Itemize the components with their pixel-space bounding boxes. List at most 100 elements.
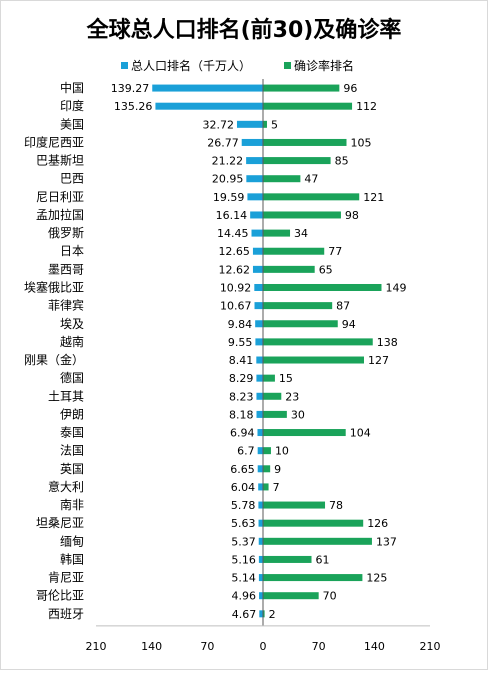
bar-rank	[263, 84, 340, 92]
bar-population	[257, 447, 263, 455]
data-label-rank: 10	[275, 445, 289, 458]
bar-population	[241, 138, 263, 146]
bar-population	[254, 302, 263, 310]
bar-population	[152, 84, 263, 92]
bar-population	[236, 120, 263, 128]
legend-swatch-population	[121, 62, 128, 69]
data-label-population: 8.23	[229, 390, 254, 403]
bar-rank	[263, 592, 319, 600]
category-label: 法国	[60, 444, 84, 458]
data-label-rank: 105	[351, 136, 372, 149]
data-label-population: 5.63	[231, 517, 256, 530]
data-label-rank: 149	[385, 281, 406, 294]
bar-population	[258, 555, 263, 563]
data-label-rank: 96	[343, 82, 357, 95]
category-label: 伊朗	[60, 407, 84, 421]
bar-rank	[263, 392, 282, 400]
data-label-population: 8.18	[229, 408, 254, 421]
bar-population	[251, 229, 263, 237]
bar-population	[258, 537, 263, 545]
category-label: 尼日利亚	[36, 190, 84, 204]
chart-title: 全球总人口排名(前30)及确诊率	[86, 17, 402, 43]
data-label-rank: 87	[336, 300, 350, 313]
bar-population	[259, 592, 263, 600]
x-tick-label: 0	[260, 640, 267, 653]
bar-rank	[263, 447, 271, 455]
data-label-rank: 65	[319, 263, 333, 276]
bar-rank	[263, 574, 363, 582]
data-label-rank: 126	[367, 517, 388, 530]
data-label-population: 5.16	[231, 553, 256, 566]
bar-population	[258, 501, 263, 509]
bar-rank	[263, 519, 364, 527]
bar-population	[252, 247, 263, 255]
bar-rank	[263, 175, 301, 183]
category-label: 哥伦比亚	[36, 588, 84, 603]
bar-rank	[263, 211, 341, 219]
data-label-population: 6.65	[230, 463, 255, 476]
bar-population	[256, 392, 263, 400]
category-label: 越南	[60, 334, 84, 349]
category-label: 刚果（金）	[24, 352, 84, 367]
bar-population	[255, 320, 263, 328]
category-label: 俄罗斯	[48, 226, 84, 240]
data-label-population: 12.62	[218, 263, 250, 276]
legend: 总人口排名（千万人） 确诊率排名	[121, 58, 354, 73]
legend-label-rank: 确诊率排名	[294, 58, 354, 73]
x-tick-label: 210	[86, 640, 107, 653]
data-label-rank: 30	[291, 408, 305, 421]
data-label-rank: 77	[328, 245, 342, 258]
bar-population	[252, 265, 263, 273]
data-label-population: 6.94	[230, 427, 255, 440]
category-label: 墨西哥	[48, 262, 84, 276]
data-label-rank: 2	[269, 608, 276, 621]
bar-rank	[263, 555, 312, 563]
category-label: 缅甸	[60, 534, 84, 548]
data-label-population: 32.72	[202, 118, 234, 131]
bar-population	[258, 483, 263, 491]
category-label: 坦桑尼亚	[36, 516, 84, 530]
data-label-population: 5.14	[231, 572, 256, 585]
data-label-population: 8.29	[229, 372, 254, 385]
data-label-rank: 104	[350, 427, 371, 440]
data-label-population: 20.95	[212, 173, 244, 186]
bar-rank	[263, 465, 271, 473]
data-label-population: 9.84	[228, 318, 253, 331]
x-tick-label: 70	[200, 640, 214, 653]
data-label-population: 139.27	[111, 82, 150, 95]
bar-rank	[263, 537, 372, 545]
data-label-rank: 127	[368, 354, 389, 367]
data-label-population: 6.7	[237, 445, 255, 458]
x-tick-label: 210	[420, 640, 441, 653]
category-label: 德国	[60, 370, 84, 385]
category-label: 西班牙	[48, 607, 84, 621]
category-label: 孟加拉国	[36, 207, 84, 222]
data-label-population: 14.45	[217, 227, 249, 240]
data-label-rank: 125	[366, 572, 387, 585]
bar-rank	[263, 302, 333, 310]
data-label-rank: 112	[356, 100, 377, 113]
category-label: 南非	[60, 497, 84, 512]
bar-rank	[263, 356, 364, 364]
data-label-population: 19.59	[213, 191, 245, 204]
bar-population	[257, 465, 263, 473]
bar-rank	[263, 120, 267, 128]
category-label: 巴基斯坦	[36, 154, 84, 168]
bar-rank	[263, 410, 287, 418]
data-label-population: 16.14	[216, 209, 248, 222]
data-label-population: 26.77	[207, 136, 239, 149]
data-label-rank: 47	[304, 173, 318, 186]
bar-population	[155, 102, 263, 110]
bar-rank	[263, 283, 382, 291]
data-label-rank: 85	[335, 155, 349, 168]
data-label-rank: 98	[345, 209, 359, 222]
category-label: 美国	[60, 117, 84, 131]
category-label: 菲律宾	[48, 298, 84, 313]
bar-rank	[263, 193, 360, 201]
category-label: 埃及	[60, 317, 84, 331]
data-label-population: 8.41	[229, 354, 254, 367]
bar-rank	[263, 229, 291, 237]
